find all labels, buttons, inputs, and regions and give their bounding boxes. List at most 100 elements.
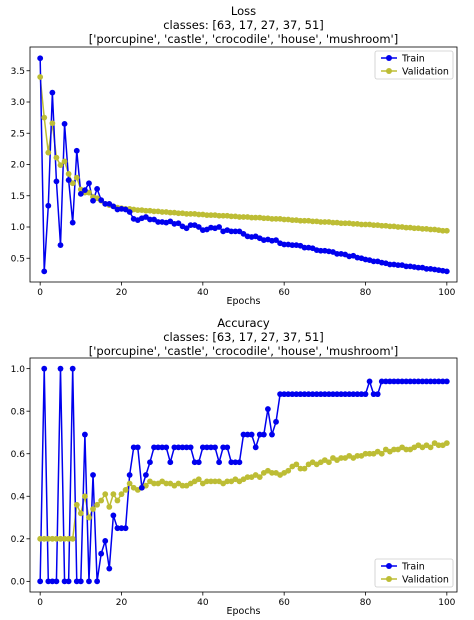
accuracy-chart-classes-ids: classes: [63, 17, 27, 37, 51] [163,330,324,344]
accuracy-train-point [277,391,283,398]
accuracy-validation-point [49,535,56,542]
accuracy-validation-line [40,442,448,540]
accuracy-validation-point [403,446,410,453]
accuracy-y-tick-label: 1.0 [11,365,26,375]
accuracy-train-point [147,459,153,466]
loss-train-point [232,228,239,235]
accuracy-x-tick-label: 40 [197,598,209,608]
loss-train-point [195,224,202,230]
accuracy-train-point [175,444,182,451]
accuracy-train-point [439,378,446,385]
loss-validation-point [53,154,60,161]
accuracy-train-point [427,378,434,385]
accuracy-validation-point [106,504,113,510]
accuracy-train-point [163,444,170,451]
accuracy-validation-point [65,535,72,542]
loss-ticks: 0 20 40 60 80 100 0.5 1.0 1.5 2.0 2.5 3.0 3.5 [11,67,456,298]
loss-validation-point [411,225,418,232]
loss-train-point [94,185,100,192]
loss-train-point [110,203,117,210]
loss-train-point [228,228,235,235]
accuracy-validation-point [45,535,52,542]
accuracy-train-point [167,459,174,466]
accuracy-train-point [407,378,414,385]
loss-train-point [86,180,92,187]
loss-validation-line [39,76,447,232]
accuracy-train-point [37,578,44,585]
accuracy-validation-point [435,442,442,449]
loss-y-tick-label: 3.0 [11,98,26,108]
loss-validation-point [427,226,434,233]
loss-train-point [147,216,153,223]
accuracy-validation-point [90,506,96,512]
accuracy-plot-area [29,357,458,593]
accuracy-validation-point [53,535,60,542]
accuracy-train-point [285,391,292,398]
accuracy-series-lines [39,367,448,583]
accuracy-chart: Accuracy classes: [63, 17, 27, 37, 51] [… [11,316,458,617]
accuracy-validation-point [366,450,373,457]
accuracy-train-point [330,391,336,398]
loss-validation-point [342,220,349,227]
accuracy-train-point [411,378,418,385]
accuracy-train-point [65,578,72,585]
loss-validation-point [41,114,48,121]
accuracy-train-point [195,459,202,466]
loss-legend-train-marker [386,55,392,61]
accuracy-ticks: 0 20 40 60 80 100 0.0 0.2 0.4 0.6 0.8 1.0 [11,365,456,608]
accuracy-train-point [126,472,133,478]
accuracy-validation-point [163,480,170,487]
loss-validation-point [395,224,401,230]
accuracy-train-line [39,367,447,583]
accuracy-train-point [183,444,190,451]
loss-legend-validation-label: Validation [402,67,449,78]
loss-train-point [395,262,401,269]
loss-train-point [65,177,72,184]
accuracy-y-tick-label: 0.0 [11,578,26,588]
loss-validation-point [350,220,357,227]
accuracy-train-point [236,459,243,466]
accuracy-train-point [358,391,365,398]
accuracy-train-point [317,391,324,398]
loss-validation-point [387,223,393,230]
accuracy-train-point [159,444,166,451]
loss-train-point [301,244,308,251]
accuracy-x-tick-label: 20 [116,598,128,608]
loss-validation-point [187,210,194,217]
loss-validation-point [69,180,76,187]
accuracy-train-point [53,578,60,585]
accuracy-validation-point [354,452,361,459]
accuracy-validation-point [126,480,133,487]
loss-train-point [41,268,48,275]
loss-chart-classes-ids: classes: [63, 17, 27, 37, 51] [163,18,324,32]
loss-validation-point [65,170,72,177]
accuracy-x-tick-label: 0 [37,598,43,608]
accuracy-train-point [220,444,227,451]
accuracy-x-tick-label: 100 [438,598,455,608]
loss-validation-point [358,221,365,228]
loss-validation-point [317,219,324,225]
loss-train-point [69,219,76,226]
accuracy-validation-point [391,446,397,453]
accuracy-validation-point [244,474,251,481]
accuracy-validation-point [285,467,292,474]
loss-validation-point [338,220,344,227]
accuracy-validation-point [122,486,129,493]
loss-validation-point [309,218,316,225]
accuracy-train-point [346,391,353,398]
loss-validation-point [73,174,80,181]
accuracy-train-point [199,444,206,451]
loss-train-point [73,147,80,154]
accuracy-validation-point [73,501,80,508]
loss-y-tick-label: 2.5 [11,129,25,139]
loss-validation-point [289,217,296,224]
accuracy-train-point [208,444,214,451]
loss-y-tick-label: 1.0 [11,223,26,233]
loss-validation-point [378,222,385,229]
accuracy-validation-point [57,535,64,542]
accuracy-train-point [45,578,52,585]
accuracy-train-point [382,378,389,385]
accuracy-legend-validation-marker [386,576,392,582]
accuracy-validation-point [293,461,300,468]
accuracy-validation-point [94,501,100,508]
